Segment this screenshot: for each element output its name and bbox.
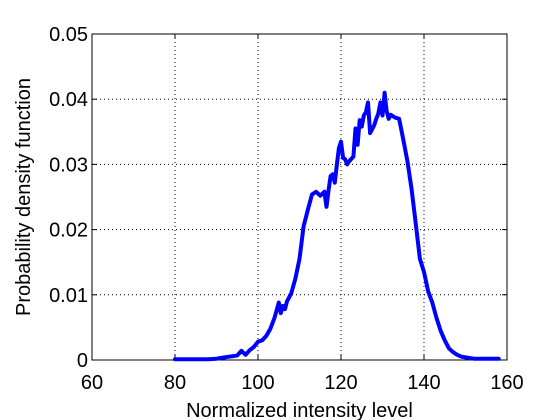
y-tick-label: 0.01	[49, 285, 88, 307]
tick-marks	[91, 33, 508, 361]
x-tick-label: 140	[407, 372, 440, 394]
plot-area-frame	[91, 33, 508, 361]
series-lines	[173, 90, 501, 362]
y-tick-labels: 0 0.01 0.02 0.03 0.04 0.05	[49, 24, 88, 372]
x-tick-label: 120	[324, 372, 357, 394]
y-tick-label: 0.04	[49, 89, 88, 111]
x-tick-label: 60	[81, 372, 103, 394]
y-tick-label: 0.03	[49, 154, 88, 176]
x-tick-label: 80	[164, 372, 186, 394]
y-axis-title: Probability density function	[13, 78, 35, 316]
series-line	[173, 90, 501, 362]
x-tick-label: 100	[241, 372, 274, 394]
x-axis-title: Normalized intensity level	[186, 400, 413, 420]
grid-lines	[92, 34, 507, 360]
x-tick-labels: 60 80 100 120 140 160	[81, 372, 524, 394]
y-tick-label: 0.02	[49, 220, 88, 242]
y-tick-label: 0	[77, 350, 88, 372]
y-tick-label: 0.05	[49, 24, 88, 46]
x-tick-label: 160	[490, 372, 523, 394]
